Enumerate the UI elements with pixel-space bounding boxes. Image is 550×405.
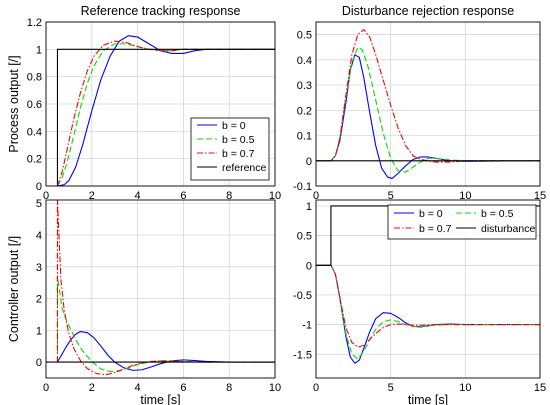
ref-track-output-legend-label: b = 0.7: [222, 148, 255, 160]
dist-rej-control-ytick-label: -0.5: [293, 290, 312, 302]
dist-rej-control-xlabel: time [s]: [408, 393, 448, 405]
dist-rej-output-xtick-label: 0: [313, 190, 319, 202]
ref-track-control-ytick-label: 4: [36, 230, 42, 242]
ref-track-output-ytick-label: 1.2: [27, 17, 42, 29]
ref-track-output-xtick-label: 6: [180, 190, 186, 202]
ref-track-output-ytick-label: 0.8: [27, 72, 42, 84]
ref-track-control-xtick-label: 0: [43, 382, 49, 394]
ref-track-output-ytick-label: 1: [36, 44, 42, 56]
ref-track-output-xtick-label: 2: [89, 190, 95, 202]
dist-rej-control-panel: 0 5 10 15 -1.5 -1 -0.5 0 0.5 1 time [s] b = 0 b = 0.…: [293, 199, 546, 405]
ref-track-output-ylabel: Process output [/]: [7, 55, 21, 152]
ref-track-control-ytick-label: 3: [36, 262, 42, 274]
dist-rej-control-legend-label: b = 0: [419, 208, 443, 220]
ref-track-control-plot-area: [46, 200, 275, 378]
dist-rej-output-ytick-label: -0.1: [293, 181, 312, 193]
ref-track-output-legend-label: b = 0.5: [222, 134, 255, 146]
ref-track-output-series-reference: [46, 48, 275, 186]
ref-track-control-ytick-label: 0: [36, 357, 42, 369]
dist-rej-control-legend-box: [387, 204, 537, 240]
ref-track-control-ytick-label: 1: [36, 325, 42, 337]
ref-track-output-ytick-label: 0.2: [27, 154, 42, 166]
dist-rej-output-xtick-label: 10: [459, 190, 471, 202]
ref-track-output-ytick-label: 0.6: [27, 99, 42, 111]
dist-rej-output-title: Disturbance rejection response: [342, 4, 514, 18]
dist-rej-output-ytick-label: 0.5: [297, 30, 312, 42]
ref-track-output-frame: [45, 21, 276, 187]
dist-rej-control-xtick-label: 5: [388, 382, 394, 394]
ref-track-control-panel: 0 2 4 6 8 10 0 1 2 3 4 5 time [s] Controller output […: [7, 198, 281, 405]
dist-rej-control-ytick-label: -1.5: [293, 349, 312, 361]
ref-track-control-xtick-label: 4: [135, 382, 141, 394]
dist-rej-control-xtick-label: 15: [534, 382, 546, 394]
ref-track-output-panel: 0 2 4 6 8 10 0 0.2 0.4 0.6 0.8 1 1.2 Reference tracki…: [7, 4, 281, 202]
dist-rej-control-frame: [315, 199, 541, 379]
ref-track-control-series-b-0: [56, 331, 275, 371]
dist-rej-output-xtick-label: 5: [388, 190, 394, 202]
dist-rej-output-frame: [315, 21, 541, 187]
dist-rej-control-legend-label: b = 0.7: [419, 223, 452, 235]
ref-track-control-xlabel: time [s]: [140, 393, 180, 405]
ref-track-output-xtick-label: 0: [43, 190, 49, 202]
ref-track-output-legend-box: [190, 117, 270, 181]
ref-track-output-xtick-label: 10: [269, 190, 281, 202]
ref-track-output-ytick-label: 0: [36, 181, 42, 193]
dist-rej-output-ytick-label: 0.2: [297, 105, 312, 117]
dist-rej-control-ytick-label: -1: [302, 320, 312, 332]
ref-track-output-title: Reference tracking response: [81, 4, 241, 18]
dist-rej-control-legend: b = 0 b = 0.5 b = 0.7 disturbance: [387, 204, 537, 240]
dist-rej-output-series-b-0-7: [316, 29, 540, 163]
dist-rej-output-ytick-label: 0.1: [297, 131, 312, 143]
dist-rej-control-ytick-label: 1: [306, 201, 312, 213]
ref-track-output-legend-label: reference: [222, 162, 267, 174]
dist-rej-control-legend-label: disturbance: [481, 223, 535, 235]
dist-rej-output-ytick-label: 0.4: [297, 55, 312, 67]
dist-rej-control-legend-label: b = 0.5: [481, 208, 514, 220]
dist-rej-output-xtick-label: 15: [534, 190, 546, 202]
ref-track-output-series-group: [46, 35, 275, 186]
ref-track-control-frame: [45, 199, 276, 379]
ref-track-control-series-b-0-7: [56, 200, 275, 376]
ref-track-control-xtick-label: 6: [180, 382, 186, 394]
dist-rej-control-series-group: [316, 205, 540, 364]
ref-track-control-series-group: [46, 200, 275, 376]
ref-track-output-xtick-label: 8: [226, 190, 232, 202]
ref-track-control-ylabel: Controller output [/]: [7, 236, 21, 342]
dist-rej-control-series-b-0-7: [316, 264, 540, 348]
ref-track-output-ytick-label: 0.4: [27, 126, 42, 138]
ref-track-output-xtick-label: 4: [135, 190, 141, 202]
dist-rej-control-ytick-label: 0: [306, 260, 312, 272]
dist-rej-control-ytick-label: 0.5: [297, 231, 312, 243]
dist-rej-output-ytick-label: 0: [306, 156, 312, 168]
dist-rej-control-xtick-label: 10: [459, 382, 471, 394]
ref-track-control-xtick-label: 8: [226, 382, 232, 394]
ref-track-control-xtick-label: 10: [269, 382, 281, 394]
ref-track-output-legend-label: b = 0: [222, 120, 246, 132]
ref-track-control-xtick-label: 2: [89, 382, 95, 394]
dist-rej-control-xtick-label: 0: [313, 382, 319, 394]
ref-track-control-ytick-label: 2: [36, 294, 42, 306]
ref-track-output-legend: b = 0 b = 0.5 b = 0.7 reference: [190, 117, 270, 181]
ref-track-control-ytick-label: 5: [36, 198, 42, 210]
dist-rej-output-ytick-label: 0.3: [297, 80, 312, 92]
dist-rej-output-series-group: [316, 29, 540, 179]
